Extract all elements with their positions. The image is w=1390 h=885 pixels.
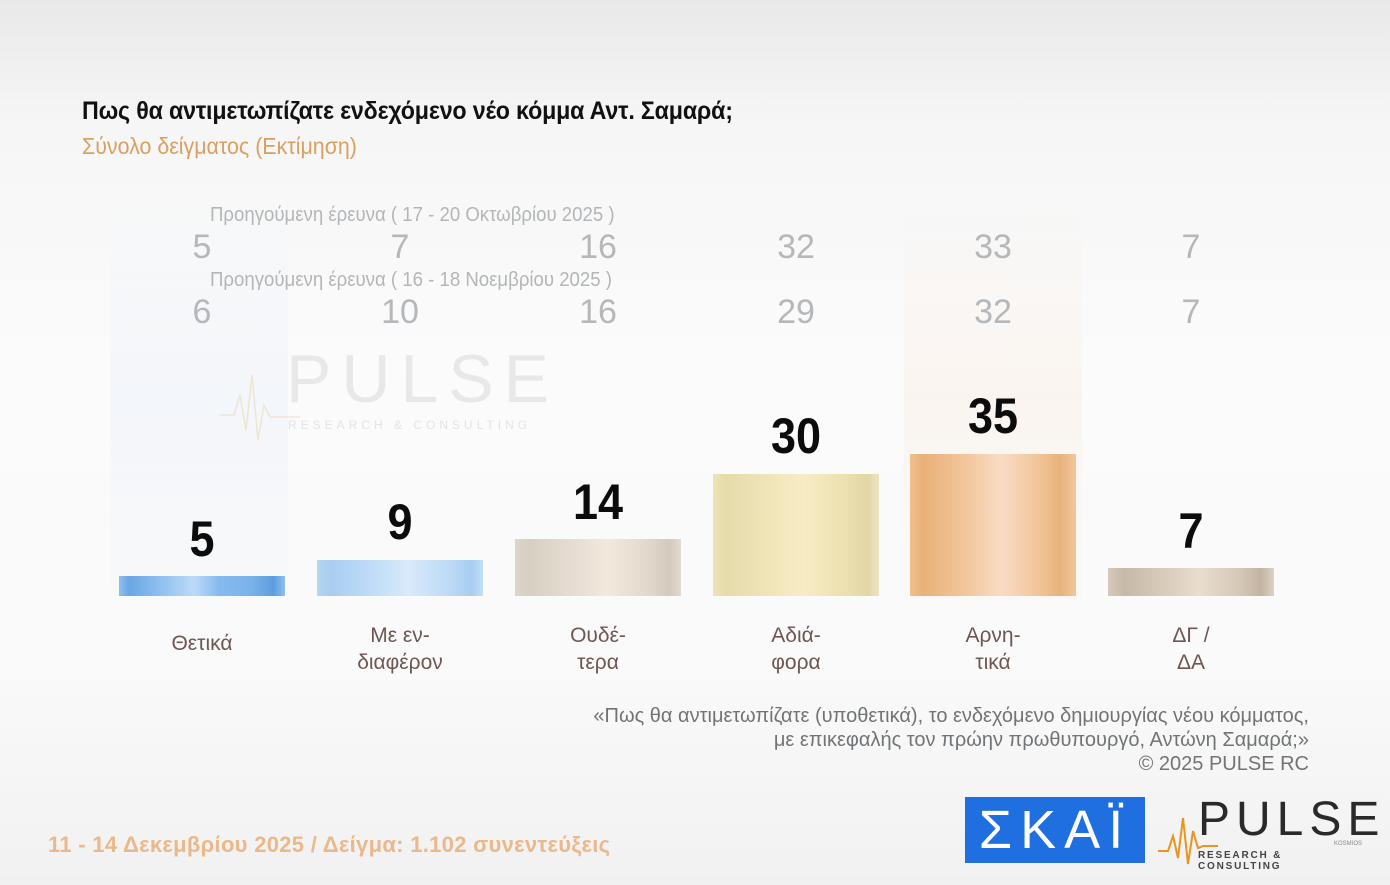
pulse-wave-icon xyxy=(1158,817,1218,865)
previous-survey-1-value: 7 xyxy=(1181,228,1201,266)
previous-survey-label-1: Προηγούμενη έρευνα ( 17 - 20 Οκτωβρίου 2… xyxy=(210,204,615,226)
previous-survey-2-value: 32 xyxy=(974,293,1012,331)
previous-survey-1-value: 7 xyxy=(390,228,410,266)
watermark-subtext: RESEARCH & CONSULTING xyxy=(288,418,532,432)
bar-value-label: 14 xyxy=(572,474,624,530)
bar-positive xyxy=(119,576,285,596)
pulse-logo-mini: KOSMIOS xyxy=(1333,841,1362,847)
previous-survey-2-value: 6 xyxy=(192,293,212,331)
question-note-line-1: «Πως θα αντιμετωπίζατε (υποθετικά), το ε… xyxy=(593,705,1309,727)
previous-survey-1-value: 33 xyxy=(974,228,1012,266)
category-label: Θετικά xyxy=(171,632,233,655)
previous-survey-2-value: 10 xyxy=(381,293,419,331)
bar-value-label: 5 xyxy=(189,511,215,567)
category-label: ΔΓ / ΔΑ xyxy=(1172,624,1210,674)
category-label: Με εν- διαφέρον xyxy=(357,624,443,674)
bar-indifferent xyxy=(713,474,879,596)
watermark-text: PULSE xyxy=(286,341,559,417)
pulse-logo-subtext: RESEARCH & CONSULTING xyxy=(1198,850,1283,872)
bar-negative xyxy=(910,454,1076,596)
survey-footer: 11 - 14 Δεκεμβρίου 2025 / Δείγμα: 1.102 … xyxy=(48,832,611,857)
bar-value-label: 35 xyxy=(967,388,1019,444)
question-note: «Πως θα αντιμετωπίζατε (υποθετικά), το ε… xyxy=(593,704,1309,776)
chart-subtitle: Σύνολο δείγματος (Εκτίμηση) xyxy=(82,133,357,159)
chart-title: Πως θα αντιμετωπίζατε ενδεχόμενο νέο κόμ… xyxy=(82,97,733,125)
bar-value-label: 30 xyxy=(770,408,822,464)
previous-survey-2-value: 16 xyxy=(579,293,617,331)
previous-survey-2-value: 7 xyxy=(1181,293,1201,331)
category-label: Αρνη- τικά xyxy=(965,624,1021,674)
previous-survey-2-value: 29 xyxy=(777,293,815,331)
bar-neutral xyxy=(515,539,681,596)
category-label: Ουδέ- τερα xyxy=(570,624,626,674)
bar-value-label: 7 xyxy=(1178,503,1204,559)
bar-dont-know xyxy=(1108,568,1274,596)
skai-logo: ΣΚΑΪ xyxy=(965,797,1145,863)
pulse-logo-text: PULSE xyxy=(1198,793,1386,846)
question-note-line-2: με επικεφαλής τον πρώην πρωθυπουργό, Αντ… xyxy=(773,729,1309,751)
category-label: Αδιά- φορα xyxy=(771,624,821,674)
bar-interested xyxy=(317,560,483,596)
previous-survey-1-value: 32 xyxy=(777,228,815,266)
previous-survey-label-2: Προηγούμενη έρευνα ( 16 - 18 Νοεμβρίου 2… xyxy=(210,269,612,291)
pulse-watermark: PULSE RESEARCH & CONSULTING xyxy=(220,340,549,441)
column-bg-1 xyxy=(110,192,288,602)
bar-value-label: 9 xyxy=(387,494,413,550)
previous-survey-1-value: 5 xyxy=(192,228,212,266)
copyright-text: © 2025 PULSE RC xyxy=(1138,753,1309,775)
pulse-logo: PULSE KOSMIOS RESEARCH & CONSULTING xyxy=(1158,793,1379,872)
pulse-wave-icon xyxy=(220,374,300,441)
previous-survey-1-value: 16 xyxy=(579,228,617,266)
